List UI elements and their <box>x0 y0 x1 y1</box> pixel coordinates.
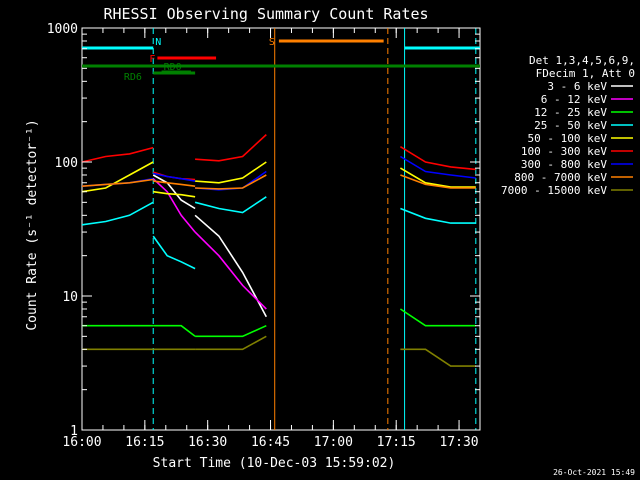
series-line <box>400 207 476 224</box>
x-tick-label: 16:45 <box>251 435 290 450</box>
series-line <box>153 190 196 198</box>
series-line <box>152 174 196 210</box>
legend-header: Det 1,3,4,5,6,9, <box>529 54 635 67</box>
series-line <box>195 161 267 184</box>
series-line <box>81 201 154 226</box>
series-line <box>399 167 476 188</box>
series-line <box>81 178 154 187</box>
legend-entry: 25 - 50 keV <box>534 119 607 132</box>
flag-label: F <box>149 54 155 65</box>
series-lines <box>81 134 476 367</box>
series-line <box>399 308 476 327</box>
series-line <box>81 146 154 163</box>
legend-entry: 100 - 300 keV <box>521 145 607 158</box>
series-line <box>153 180 196 187</box>
y-tick-label: 10 <box>62 290 78 305</box>
series-line <box>400 174 476 189</box>
series-line <box>399 146 476 171</box>
flag-label: RD6 <box>124 72 142 83</box>
series-line <box>195 134 267 162</box>
legend: Det 1,3,4,5,6,9,FDecim 1, Att 03 - 6 keV… <box>501 54 635 197</box>
event-lines <box>152 28 477 430</box>
chart-title: RHESSI Observing Summary Count Rates <box>103 5 428 23</box>
y-tick-label: 1 <box>70 424 78 439</box>
legend-entry: 300 - 800 keV <box>521 158 607 171</box>
y-axis-label: Count Rate (s⁻¹ detector⁻¹) <box>25 119 40 330</box>
legend-entry: 800 - 7000 keV <box>514 171 607 184</box>
flag-bars: NFSRD0RD6 <box>82 37 480 83</box>
x-axis-label: Start Time (10-Dec-03 15:59:02) <box>153 456 396 471</box>
legend-header: FDecim 1, Att 0 <box>536 67 635 80</box>
legend-entry: 6 - 12 keV <box>541 93 608 106</box>
axis-ticks: 1 10 100 1000 16:00 16:15 16:30 16:45 17:00 17:15… <box>47 22 481 450</box>
series-line <box>152 235 196 270</box>
legend-entry: 7000 - 15000 keV <box>501 184 607 197</box>
series-line <box>400 348 476 367</box>
x-tick-label: 16:15 <box>125 435 164 450</box>
series-line <box>195 174 267 190</box>
x-tick-label: 17:30 <box>439 435 478 450</box>
series-line <box>194 214 268 318</box>
series-line <box>194 196 267 214</box>
y-tick-label: 100 <box>55 156 78 171</box>
plot-frame <box>81 27 481 431</box>
series-line <box>194 231 267 310</box>
legend-entry: 50 - 100 keV <box>528 132 608 145</box>
x-tick-label: 16:30 <box>188 435 227 450</box>
series-line <box>152 178 196 233</box>
series-line <box>153 172 196 182</box>
legend-entry: 12 - 25 keV <box>534 106 607 119</box>
series-line <box>195 324 267 338</box>
plot-border <box>81 27 481 431</box>
series-line <box>399 155 476 179</box>
legend-entry: 3 - 6 keV <box>547 80 607 93</box>
flag-label: S <box>269 37 275 48</box>
footer-date: 26-Oct-2021 15:49 <box>553 468 635 477</box>
flag-label: N <box>155 37 161 48</box>
y-tick-label: 1000 <box>47 22 78 37</box>
series-line <box>195 335 267 351</box>
x-tick-label: 17:00 <box>314 435 353 450</box>
series-line <box>153 324 196 337</box>
x-tick-label: 16:00 <box>62 435 101 450</box>
series-line <box>81 161 154 193</box>
x-tick-label: 17:15 <box>377 435 416 450</box>
